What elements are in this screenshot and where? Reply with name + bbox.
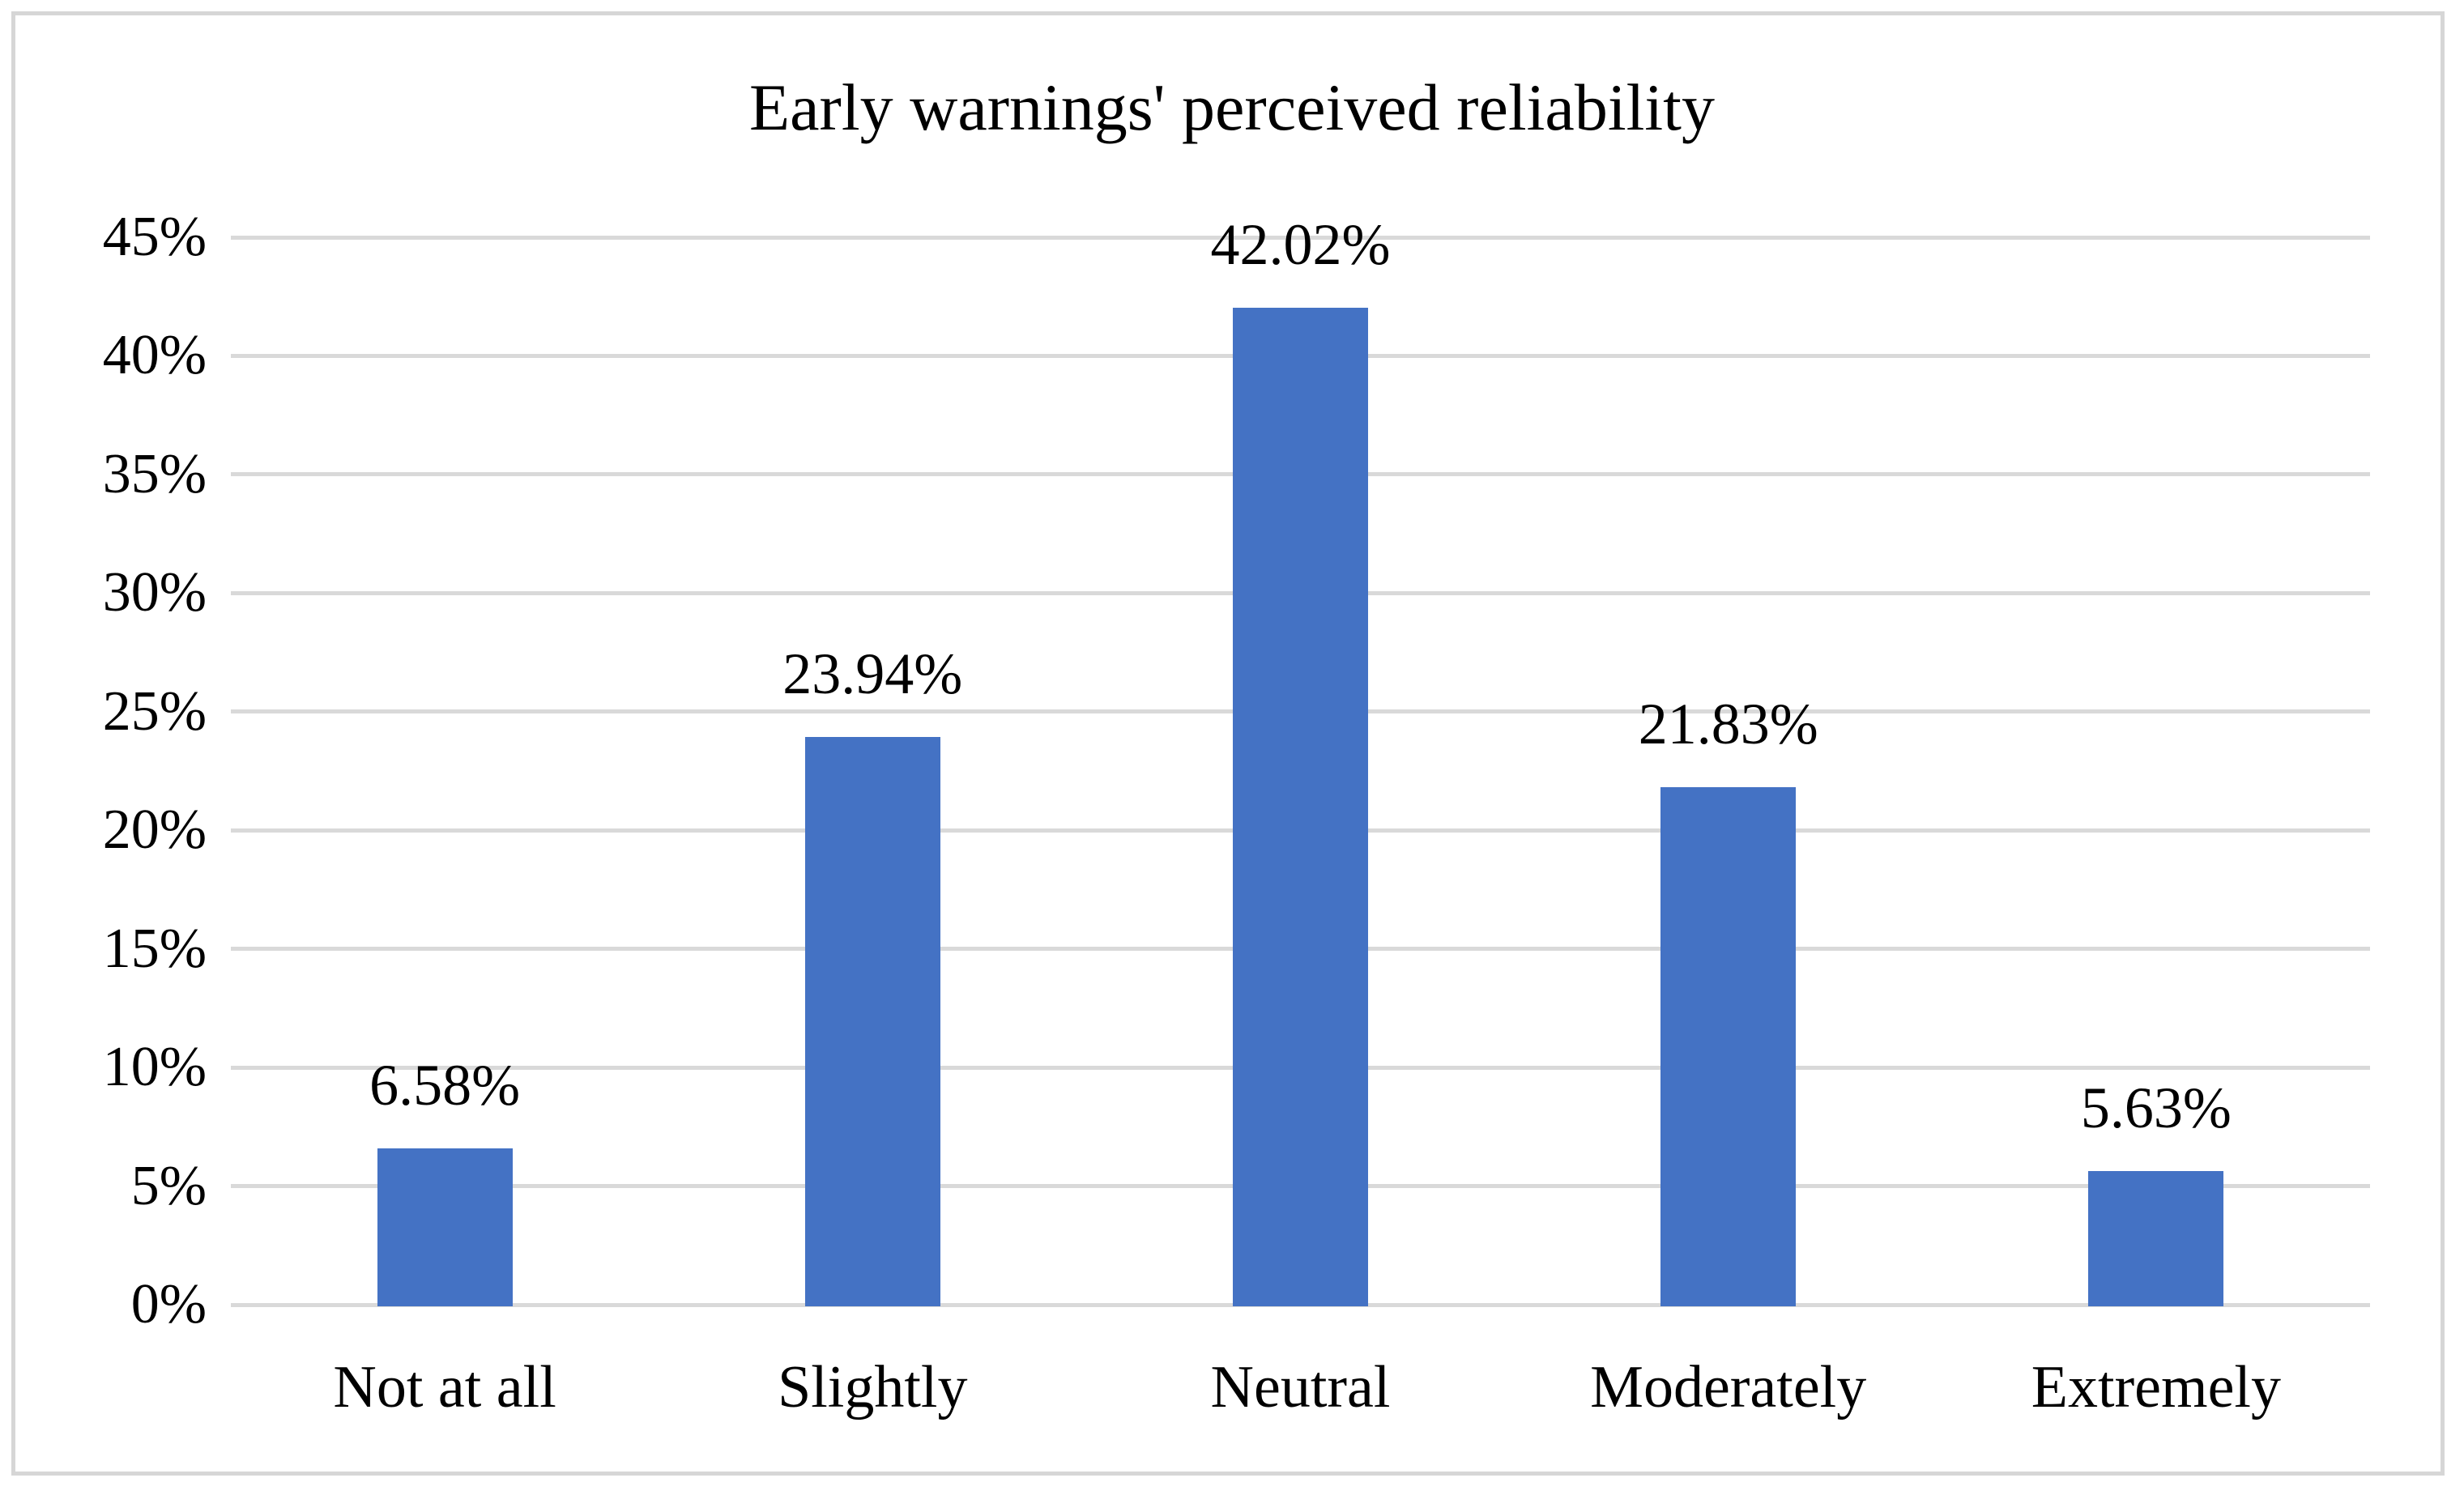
category-label-slightly: Slightly bbox=[778, 1354, 968, 1420]
bar-value-label: 6.58% bbox=[369, 1053, 521, 1118]
y-axis-tick-label: 15% bbox=[102, 917, 207, 980]
bar-extremely bbox=[2088, 1171, 2224, 1307]
y-axis-tick-label: 10% bbox=[102, 1036, 207, 1099]
y-axis-tick-label: 30% bbox=[102, 561, 207, 624]
bar-value-label: 5.63% bbox=[2080, 1075, 2232, 1141]
y-axis-tick-label: 25% bbox=[102, 679, 207, 743]
bar-value-label: 42.02% bbox=[1210, 212, 1391, 278]
category-label-moderately: Moderately bbox=[1590, 1354, 1867, 1420]
bar-value-label: 23.94% bbox=[782, 641, 963, 706]
y-axis-tick-label: 0% bbox=[130, 1273, 207, 1335]
y-axis-tick-label: 40% bbox=[102, 324, 207, 387]
category-label-extremely: Extremely bbox=[2031, 1354, 2281, 1420]
chart-title: Early warnings' perceived reliability bbox=[749, 70, 1715, 144]
category-label-not-at-all: Not at all bbox=[333, 1354, 556, 1420]
bar-slightly bbox=[804, 736, 940, 1307]
y-axis-tick-label: 45% bbox=[102, 206, 207, 268]
gridline-45% bbox=[231, 235, 2370, 240]
bar-value-label: 21.83% bbox=[1638, 691, 1818, 756]
y-axis-tick-label: 20% bbox=[102, 799, 207, 862]
category-label-neutral: Neutral bbox=[1210, 1354, 1391, 1420]
bar-not-at-all bbox=[377, 1148, 513, 1307]
y-axis-tick-label: 35% bbox=[102, 442, 207, 505]
y-axis-tick-label: 5% bbox=[130, 1154, 207, 1217]
bar-neutral bbox=[1233, 308, 1368, 1307]
bar-moderately bbox=[1660, 786, 1797, 1307]
